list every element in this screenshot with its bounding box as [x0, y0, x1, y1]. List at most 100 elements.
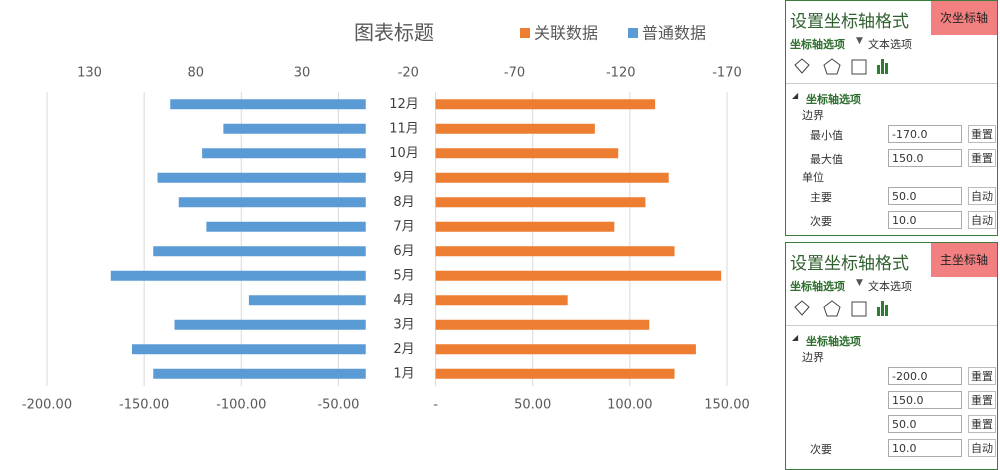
section-title: 坐标轴选项	[806, 93, 861, 106]
bar	[153, 368, 366, 379]
bar	[435, 99, 656, 110]
tab[interactable]: 文本选项	[868, 38, 912, 51]
legend-swatch	[628, 28, 638, 38]
bar	[110, 270, 366, 281]
row-button[interactable]: 自动	[968, 211, 996, 229]
group-label: 边界	[802, 351, 824, 364]
tab[interactable]: 文本选项	[868, 280, 912, 293]
row-button[interactable]: 重置	[968, 391, 996, 409]
axis-tag: 主坐标轴	[931, 243, 997, 277]
group-label: 边界	[802, 109, 824, 122]
bar	[223, 123, 366, 134]
bar	[435, 319, 650, 330]
bar	[435, 246, 675, 257]
category-label: 2月	[393, 342, 414, 357]
x2-tick-label: -70	[504, 66, 525, 81]
section-title: 坐标轴选项	[806, 335, 861, 348]
x2-tick-label: 80	[187, 66, 204, 81]
value-input[interactable]: 150.0	[888, 391, 962, 409]
category-label: 8月	[393, 195, 414, 210]
icons[interactable]	[792, 55, 902, 79]
bar	[435, 344, 696, 355]
row-button[interactable]: 自动	[968, 187, 996, 205]
tab[interactable]: 坐标轴选项	[790, 38, 845, 51]
x-tick-label: -50.00	[317, 398, 359, 413]
row-label: 次要	[810, 443, 832, 456]
x-tick-label: -150.00	[119, 398, 169, 413]
bar	[178, 197, 366, 208]
bar	[153, 246, 366, 257]
legend-label: 关联数据	[534, 24, 598, 43]
bar	[435, 221, 615, 232]
bar	[174, 319, 366, 330]
bar	[206, 221, 366, 232]
row-button[interactable]: 重置	[968, 125, 996, 143]
bar	[202, 148, 366, 159]
icon-row	[792, 297, 902, 321]
divider	[786, 325, 997, 326]
bar	[435, 270, 722, 281]
x2-tick-label: 30	[294, 66, 311, 81]
section-arrow: ◢	[792, 91, 799, 100]
value-input[interactable]: 10.0	[888, 211, 962, 229]
value-input[interactable]: 150.0	[888, 149, 962, 167]
format-pane: 设置坐标轴格式 主坐标轴坐标轴选项 ▼ 文本选项 ◢ 坐标轴选项边界 -200.0 重置 150…	[785, 242, 998, 470]
x-tick-label: -200.00	[22, 398, 72, 413]
x-tick-label: 100.00	[607, 398, 653, 413]
section-arrow: ◢	[792, 333, 799, 342]
x-tick-label: -100.00	[216, 398, 266, 413]
row-button[interactable]: 重置	[968, 367, 996, 385]
bar	[435, 123, 595, 134]
bar	[132, 344, 366, 355]
pane-title: 设置坐标轴格式	[790, 12, 909, 32]
bar	[157, 172, 366, 183]
axis-tag: 次坐标轴	[931, 1, 997, 35]
category-label: 11月	[389, 121, 419, 136]
category-label: 3月	[393, 317, 414, 332]
divider	[786, 83, 997, 84]
bar	[435, 295, 568, 306]
icons[interactable]	[792, 297, 902, 321]
format-pane: 设置坐标轴格式 次坐标轴 坐标轴选项 ▼ 文本选项 ◢ 坐标轴选项 边界 最小值 -170.0 重置…	[785, 0, 998, 236]
bar	[435, 172, 669, 183]
value-input[interactable]: -170.0	[888, 125, 962, 143]
row-label: 最大值	[810, 153, 843, 166]
row-button[interactable]: 重置	[968, 415, 996, 433]
row-label: 主要	[810, 191, 832, 204]
row-button[interactable]: 重置	[968, 149, 996, 167]
category-label: 1月	[393, 366, 414, 381]
bar	[435, 148, 619, 159]
bar	[435, 197, 646, 208]
category-label: 4月	[393, 293, 414, 308]
x2-tick-label: -120	[606, 66, 636, 81]
category-label: 9月	[393, 170, 414, 185]
tab[interactable]: 坐标轴选项	[790, 280, 845, 293]
icon-row	[792, 55, 902, 79]
category-label: 10月	[389, 146, 419, 161]
tab-arrow: ▼	[856, 278, 863, 288]
x-tick-label: 150.00	[704, 398, 750, 413]
bar	[170, 99, 366, 110]
category-label: 5月	[393, 268, 414, 283]
pane-title: 设置坐标轴格式	[790, 254, 909, 274]
x-tick-label: 50.00	[514, 398, 551, 413]
legend-swatch	[520, 28, 530, 38]
legend-label: 普通数据	[642, 24, 706, 43]
row-button[interactable]: 自动	[968, 439, 996, 457]
chart: 图表标题 -200.00 -150.00 -100.00 -50.00-50.00 10…	[22, 21, 750, 413]
x2-tick-label: 130	[77, 66, 102, 81]
value-input[interactable]: -200.0	[888, 367, 962, 385]
row-label: 最小值	[810, 129, 843, 142]
category-label: 7月	[393, 219, 414, 234]
category-label: 12月	[389, 97, 419, 112]
bar	[248, 295, 366, 306]
x-tick-label: -	[433, 398, 438, 413]
value-input[interactable]: 50.0	[888, 415, 962, 433]
chart-title: 图表标题	[354, 21, 434, 45]
x2-tick-label: -20	[398, 66, 419, 81]
value-input[interactable]: 50.0	[888, 187, 962, 205]
value-input[interactable]: 10.0	[888, 439, 962, 457]
group-label: 单位	[802, 171, 824, 184]
category-label: 6月	[393, 244, 414, 259]
